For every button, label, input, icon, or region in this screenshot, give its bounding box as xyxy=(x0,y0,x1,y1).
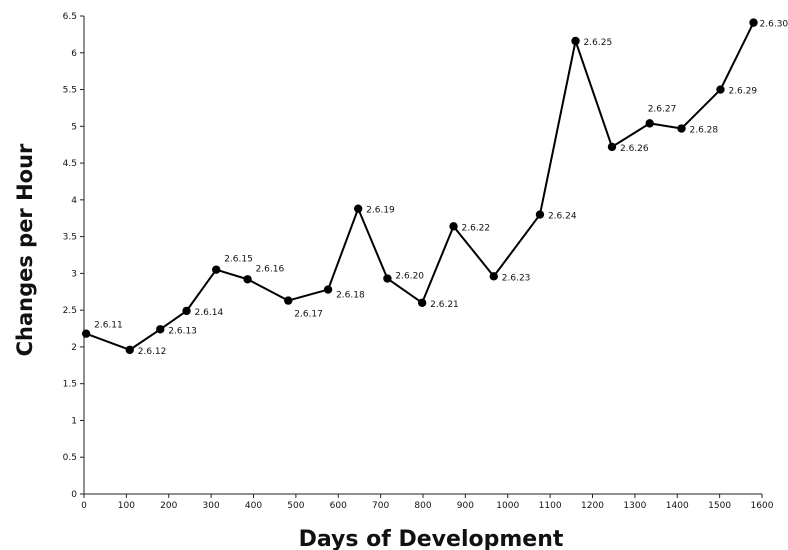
x-tick-label: 200 xyxy=(160,501,177,511)
y-tick-label: 5 xyxy=(71,122,77,132)
data-point xyxy=(716,85,725,94)
data-label: 2.6.11 xyxy=(94,321,123,331)
data-label: 2.6.15 xyxy=(224,255,253,265)
data-point xyxy=(383,274,392,283)
data-label: 2.6.19 xyxy=(366,206,395,216)
axes xyxy=(83,16,762,495)
x-tick-label: 800 xyxy=(414,501,431,511)
x-tick-label: 600 xyxy=(330,501,347,511)
x-tick-label: 1600 xyxy=(751,501,774,511)
data-point xyxy=(645,119,654,128)
x-tick-label: 100 xyxy=(118,501,135,511)
data-point xyxy=(535,210,545,219)
y-tick-label: 1 xyxy=(71,416,77,426)
data-label: 2.6.23 xyxy=(502,273,531,283)
data-points xyxy=(81,18,758,355)
x-ticks: 0 100 200 300 400 500 600 700 800 900 1000 1100 1200… xyxy=(81,494,774,511)
data-label: 2.6.29 xyxy=(728,87,757,97)
series-polyline xyxy=(85,22,755,351)
data-label: 2.6.20 xyxy=(395,272,424,282)
y-tick-label: 0 xyxy=(71,490,77,500)
y-tick-label: 6.5 xyxy=(63,12,77,22)
data-point xyxy=(284,296,293,305)
data-label: 2.6.18 xyxy=(336,291,365,301)
y-tick-label: 2 xyxy=(71,343,77,353)
data-label: 2.6.30 xyxy=(760,20,788,30)
data-point xyxy=(571,36,580,46)
series-line xyxy=(85,22,755,351)
x-tick-label: 0 xyxy=(81,501,87,511)
y-tick-label: 4 xyxy=(71,196,77,206)
data-label: 2.6.25 xyxy=(584,38,613,48)
data-label: 2.6.27 xyxy=(648,104,677,114)
data-label: 2.6.24 xyxy=(548,212,577,222)
x-tick-label: 1200 xyxy=(581,501,604,511)
data-label: 2.6.17 xyxy=(294,310,323,320)
data-label: 2.6.16 xyxy=(256,264,285,274)
data-label: 2.6.26 xyxy=(620,144,649,154)
x-tick-label: 500 xyxy=(287,501,304,511)
data-point xyxy=(243,275,252,284)
x-tick-label: 1400 xyxy=(666,501,689,511)
data-point xyxy=(212,265,221,274)
data-label: 2.6.14 xyxy=(195,308,224,318)
y-tick-label: 2.5 xyxy=(63,306,77,316)
x-tick-label: 1000 xyxy=(496,501,519,511)
data-point xyxy=(81,329,91,338)
y-ticks: 0 0.5 1 1.5 2 2.5 3 3.5 4 4.5 5 5.5 6 6.5 xyxy=(63,12,84,500)
data-point xyxy=(489,272,498,281)
data-point xyxy=(749,18,758,27)
data-label: 2.6.21 xyxy=(430,300,459,310)
x-tick-label: 300 xyxy=(203,501,220,511)
x-tick-label: 700 xyxy=(372,501,389,511)
x-tick-label: 1300 xyxy=(623,501,646,511)
x-tick-label: 1500 xyxy=(708,501,731,511)
y-tick-label: 1.5 xyxy=(63,380,77,390)
data-point xyxy=(417,298,427,307)
data-point xyxy=(449,222,458,231)
data-label: 2.6.22 xyxy=(462,223,491,233)
data-point xyxy=(677,124,686,133)
data-point xyxy=(156,325,165,334)
y-tick-label: 0.5 xyxy=(63,453,77,463)
data-label: 2.6.28 xyxy=(689,126,718,136)
data-label: 2.6.12 xyxy=(138,347,167,357)
data-point xyxy=(323,285,333,294)
y-tick-label: 4.5 xyxy=(63,159,77,169)
data-point xyxy=(353,204,363,213)
data-labels: 2.6.11 2.6.12 2.6.13 2.6.14 2.6.152.6.16 2.6.… xyxy=(94,20,788,357)
data-point xyxy=(182,306,191,316)
y-tick-label: 3.5 xyxy=(63,233,77,243)
y-tick-label: 6 xyxy=(71,49,77,59)
y-axis-label: Changes per Hour xyxy=(13,143,37,356)
data-point xyxy=(125,345,134,355)
x-tick-label: 900 xyxy=(457,501,474,511)
x-axis-label: Days of Development xyxy=(299,527,564,550)
x-tick-label: 1100 xyxy=(539,501,562,511)
data-point xyxy=(607,142,617,152)
y-tick-label: 3 xyxy=(71,269,77,279)
y-tick-label: 5.5 xyxy=(63,86,77,96)
data-label: 2.6.13 xyxy=(168,326,197,336)
x-tick-label: 400 xyxy=(245,501,262,511)
